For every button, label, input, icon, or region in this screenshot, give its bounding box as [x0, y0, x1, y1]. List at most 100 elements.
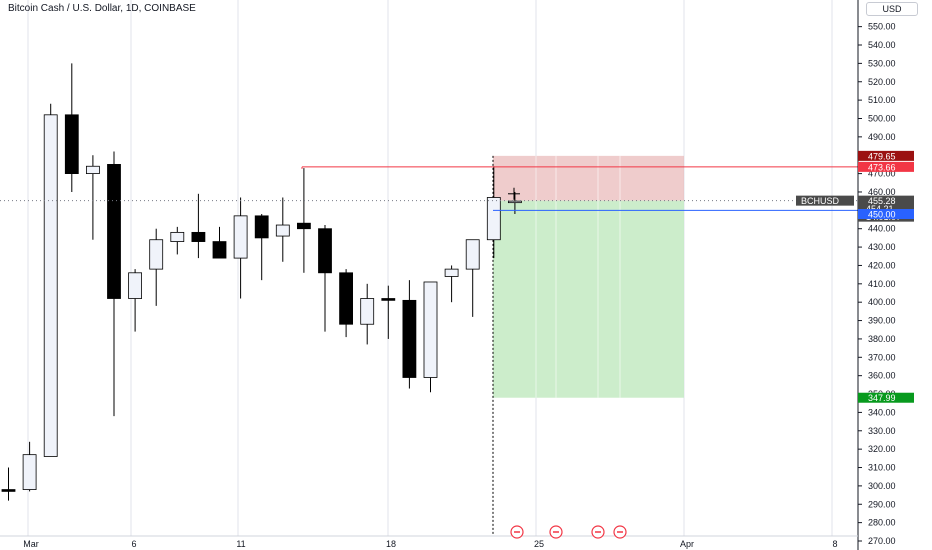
last-price-tag: 455.28 — [868, 196, 896, 206]
y-tick-label: 280.00 — [868, 518, 896, 528]
candle — [107, 151, 121, 417]
y-tick-label: 270.00 — [868, 536, 896, 546]
candle-body-up — [86, 165, 100, 174]
candle-body-up — [22, 454, 37, 490]
time-axis[interactable]: Mar 6 11 18 25 Apr 8 — [0, 535, 858, 549]
candle-body-up — [43, 114, 58, 457]
candle-body-down — [107, 164, 121, 299]
candle-body-down — [296, 222, 311, 230]
candle-body-up — [486, 197, 501, 241]
y-tick-label: 400.00 — [868, 297, 896, 307]
candle — [64, 63, 79, 192]
y-tick-label: 380.00 — [868, 334, 896, 344]
candle — [191, 193, 206, 259]
stop-tag: 473.66 — [868, 162, 896, 172]
candle — [444, 265, 459, 303]
candle-body-down — [1, 489, 16, 492]
stop-top-tag-bg — [858, 150, 914, 161]
entry-line-tag: 450.00 — [868, 210, 896, 220]
y-tick-label: 530.00 — [868, 58, 896, 68]
y-tick-label: 520.00 — [868, 77, 896, 87]
candle — [465, 239, 480, 317]
y-tick-label: 550.00 — [868, 22, 896, 32]
candle-body-down — [381, 298, 396, 301]
y-tick-label: 420.00 — [868, 260, 896, 270]
x-tick-label: 8 — [832, 539, 837, 549]
candle-body-down — [191, 231, 206, 242]
event-markers[interactable] — [510, 525, 627, 539]
y-tick-label: 410.00 — [868, 279, 896, 289]
x-tick-label: 18 — [386, 539, 396, 549]
y-tick-label: 460.00 — [868, 187, 896, 197]
y-tick-label: 390.00 — [868, 316, 896, 326]
candle — [43, 103, 58, 457]
price-lines — [0, 166, 858, 211]
y-tick-label: 500.00 — [868, 113, 896, 123]
candle-body-up — [275, 224, 290, 237]
stop-top-tag: 479.65 — [868, 151, 896, 161]
candle-body-up — [360, 298, 375, 325]
candle — [275, 197, 290, 262]
candle-body-down — [254, 215, 269, 239]
candle — [212, 226, 227, 259]
y-tick-label: 490.00 — [868, 132, 896, 142]
candle-body-down — [64, 114, 79, 175]
y-tick-label: 440.00 — [868, 224, 896, 234]
y-tick-label: 290.00 — [868, 499, 896, 509]
candle-body-up — [465, 239, 480, 270]
candle-body-down — [402, 299, 417, 378]
candle-body-down — [212, 241, 227, 259]
candle — [339, 269, 354, 338]
stop-loss-zone — [493, 155, 684, 201]
candle — [170, 226, 185, 255]
target-tag-bg — [858, 392, 914, 403]
candle — [318, 225, 332, 332]
entry-line-tag-bg — [858, 209, 914, 220]
candle — [486, 166, 501, 259]
price-axis[interactable]: 270.00 280.00 290.00 300.00 310.00 320.00 330.… — [796, 0, 914, 550]
stop-tag-bg — [858, 161, 914, 172]
y-tick-label: 330.00 — [868, 426, 896, 436]
candle — [1, 467, 16, 501]
candle-body-up — [507, 200, 522, 204]
grid — [27, 0, 833, 536]
long-position-tool[interactable] — [492, 155, 684, 536]
candle — [423, 281, 438, 393]
x-tick-label: 6 — [131, 539, 136, 549]
y-tick-label: 360.00 — [868, 371, 896, 381]
x-tick-label: 11 — [236, 539, 245, 549]
symbol-tag-bg — [796, 195, 854, 206]
candles — [1, 63, 522, 501]
candle — [254, 214, 269, 281]
candle-body-up — [233, 215, 248, 259]
candle — [128, 269, 143, 332]
x-tick-label: Apr — [680, 539, 694, 549]
candle-body-up — [170, 231, 185, 242]
take-profit-zone — [493, 200, 684, 398]
y-tick-label: 300.00 — [868, 481, 896, 491]
y-tick-label: 370.00 — [868, 352, 896, 362]
y-tick-label: 540.00 — [868, 40, 896, 50]
candle-body-up — [444, 268, 459, 277]
candle — [360, 283, 375, 345]
y-tick-label: 310.00 — [868, 463, 896, 473]
candle — [402, 280, 417, 389]
candle — [296, 168, 311, 273]
candle-body-down — [339, 272, 354, 325]
currency-button[interactable]: USD — [866, 2, 918, 16]
candle — [149, 228, 164, 306]
y-tick-label: 430.00 — [868, 242, 896, 252]
y-tick-label: 470.00 — [868, 169, 896, 179]
candle — [381, 285, 396, 339]
candle-body-up — [128, 272, 143, 299]
y-tick-label: 510.00 — [868, 95, 896, 105]
y-tick-label: 320.00 — [868, 444, 896, 454]
x-tick-label: Mar — [23, 539, 39, 549]
y-tick-label: 340.00 — [868, 407, 896, 417]
candle-body-up — [423, 281, 438, 378]
candle — [86, 155, 100, 240]
x-tick-label: 25 — [534, 539, 544, 549]
candle — [233, 197, 248, 299]
candle — [22, 441, 37, 492]
